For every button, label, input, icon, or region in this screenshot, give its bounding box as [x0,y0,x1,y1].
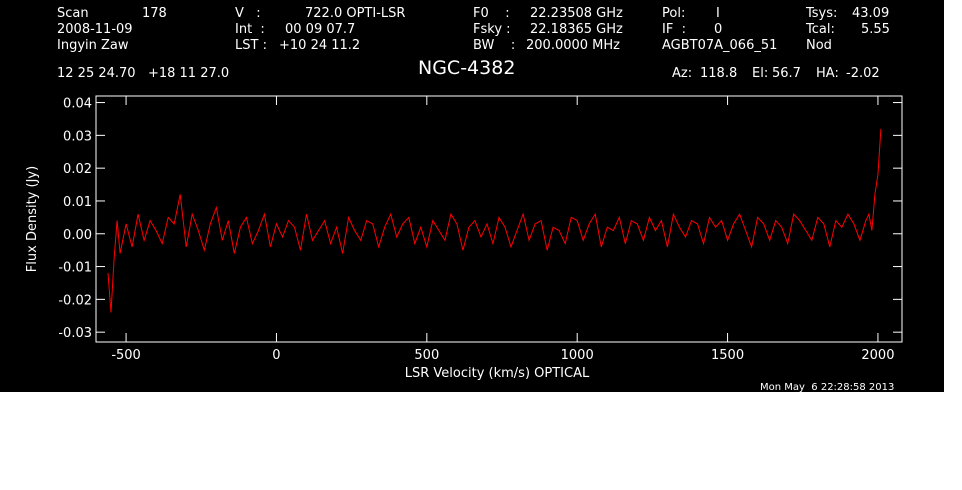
y-tick-label: -0.02 [58,293,92,308]
plot-panel [0,0,944,392]
source-coordinates: 12 25 24.70 +18 11 27.0 [57,66,230,81]
bw-value: 200.0000 MHz [526,38,620,53]
velocity-value: 722.0 OPTI-LSR [305,6,406,21]
timestamp: Mon May 6 22:28:58 2013 [760,382,895,393]
fsky-label: Fsky : [473,22,511,37]
x-tick-label: 1000 [561,348,594,363]
obs-mode: Nod [806,38,832,53]
if-label: IF : [662,22,686,37]
chart-title: NGC-4382 [418,57,516,79]
tcal-value: 5.55 [861,22,890,37]
az-label: Az: [672,66,693,81]
f0-value: 22.23508 GHz [530,6,623,21]
if-value: 0 [714,22,723,37]
y-tick-label: 0.03 [63,129,92,144]
el-value: 56.7 [772,66,801,81]
y-tick-label: 0.00 [63,228,92,243]
x-axis-label: LSR Velocity (km/s) OPTICAL [405,366,590,381]
obs-date: 2008-11-09 [57,22,133,37]
y-tick-label: -0.01 [58,261,92,276]
y-axis-label: Flux Density (Jy) [25,166,40,272]
y-tick-label: 0.02 [63,162,92,177]
el-label: El: [752,66,769,81]
y-tick-label: 0.04 [63,97,92,112]
tsys-value: 43.09 [852,6,890,21]
observer-name: Ingyin Zaw [57,38,129,53]
tsys-label: Tsys: [806,6,838,21]
x-tick-label: 0 [272,348,280,363]
x-tick-label: -500 [111,348,141,363]
scan-label: Scan [57,6,89,21]
scan-value: 178 [142,6,167,21]
f0-label: F0 : [473,6,510,21]
pol-value: I [716,6,720,21]
y-tick-label: -0.03 [58,326,92,341]
ha-value: -2.02 [846,66,880,81]
lst-value: +10 24 11.2 [279,38,361,53]
tcal-label: Tcal: [806,22,835,37]
spectrum-chart: -500 0 500 1000 1500 2000 -0.03 -0.02 -0.01 0.00 0… [25,95,903,381]
fsky-value: 22.18365 GHz [530,22,623,37]
velocity-label: V : [235,6,261,21]
ha-label: HA: [816,66,839,81]
flux-series-line [107,128,882,313]
pol-label: Pol: [662,6,686,21]
bw-label: BW : [473,38,516,53]
az-value: 118.8 [700,66,738,81]
int-value: 00 09 07.7 [285,22,356,37]
x-tick-label: 1500 [711,348,744,363]
int-label: Int : [235,22,265,37]
x-tick-label: 2000 [861,348,894,363]
x-tick-label: 500 [414,348,439,363]
project-id: AGBT07A_066_51 [662,38,778,53]
plot-frame [95,95,903,343]
lst-label: LST : [235,38,272,53]
y-tick-label: 0.01 [63,195,92,210]
